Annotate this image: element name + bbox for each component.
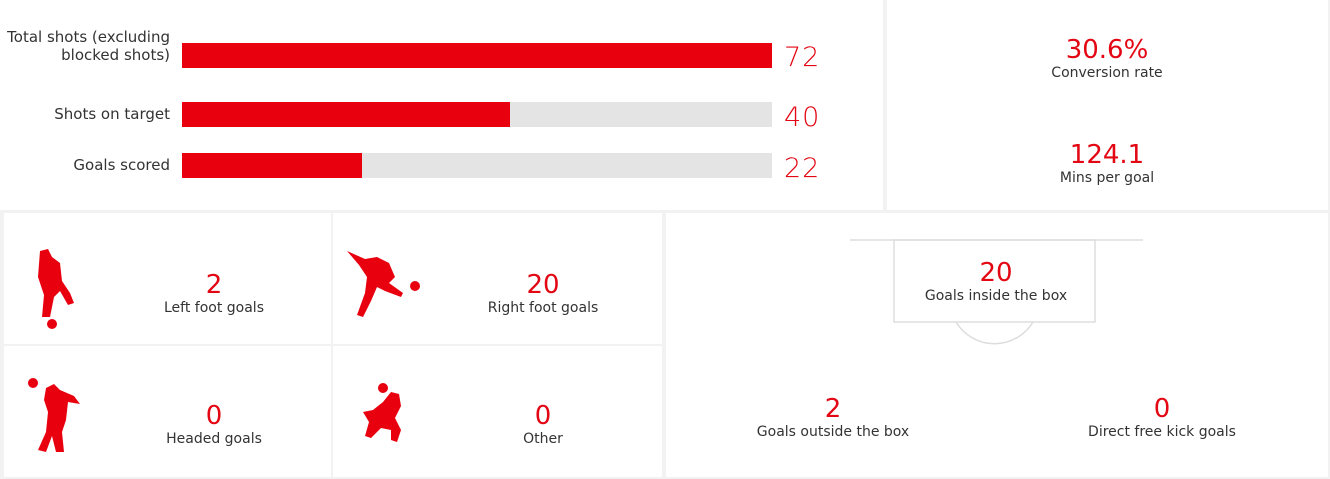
row-label: Shots on target	[54, 105, 170, 123]
stat-label: Headed goals	[166, 431, 262, 447]
row-label: Goals scored	[73, 156, 170, 174]
stat-label: Right foot goals	[487, 300, 599, 316]
goal-type-stat: 20 Right foot goals	[393, 271, 693, 317]
stat-value: 30.6%	[1065, 35, 1149, 65]
stat-label: Other	[523, 431, 563, 447]
stat-value: 0	[1153, 394, 1171, 424]
stat-value: 124.1	[1069, 140, 1145, 170]
stat-label: Mins per goal	[1059, 170, 1155, 186]
bar	[182, 102, 510, 127]
stat-value: 2	[824, 394, 842, 424]
goal-type-stat: 0 Other	[393, 402, 693, 448]
stat-label: Direct free kick goals	[1088, 424, 1236, 440]
goal-type-cell: 2 Left foot goals	[4, 213, 331, 344]
stat-value: 20	[526, 270, 560, 300]
bar	[182, 153, 363, 178]
stat-label: Left foot goals	[163, 300, 264, 316]
bar-track	[182, 102, 772, 127]
bar-track	[182, 153, 772, 178]
goal-type-cell: 0 Other	[333, 346, 662, 477]
location-stat: 2 Goals outside the box	[683, 395, 983, 441]
row-value: 22	[784, 153, 821, 184]
row-value: 40	[784, 102, 821, 133]
summary-panel: 30.6% Conversion rate 124.1 Mins per goa…	[887, 0, 1328, 210]
stat-label: Conversion rate	[1051, 65, 1163, 81]
goal-type-cell: 20 Right foot goals	[333, 213, 662, 344]
row-value: 72	[784, 42, 821, 73]
stat-value: 2	[205, 270, 223, 300]
summary-stat: 30.6% Conversion rate	[957, 36, 1257, 82]
shots-panel: Total shots (excluding blocked shots) Sh…	[0, 0, 883, 210]
stat-label: Goals inside the box	[924, 288, 1068, 304]
location-panel: 20 Goals inside the box 2 Goals outside …	[666, 213, 1328, 477]
bar-track	[182, 43, 772, 68]
goal-type-stat: 0 Headed goals	[64, 402, 364, 448]
bar	[182, 43, 772, 68]
stat-value: 0	[534, 401, 552, 431]
goal-type-cell: 0 Headed goals	[4, 346, 331, 477]
summary-stat: 124.1 Mins per goal	[957, 141, 1257, 187]
left-foot-icon	[38, 249, 74, 329]
stat-label: Goals outside the box	[756, 424, 910, 440]
stat-value: 20	[979, 258, 1013, 288]
other-icon	[363, 383, 401, 442]
stat-value: 0	[205, 401, 223, 431]
right-foot-icon	[347, 251, 420, 317]
header-icon	[28, 378, 80, 452]
row-label: Total shots (excluding blocked shots)	[7, 28, 170, 64]
goal-type-stat: 2 Left foot goals	[64, 271, 364, 317]
pitch-box	[850, 239, 1143, 345]
location-stat: 20 Goals inside the box	[846, 259, 1146, 305]
location-stat: 0 Direct free kick goals	[1012, 395, 1312, 441]
